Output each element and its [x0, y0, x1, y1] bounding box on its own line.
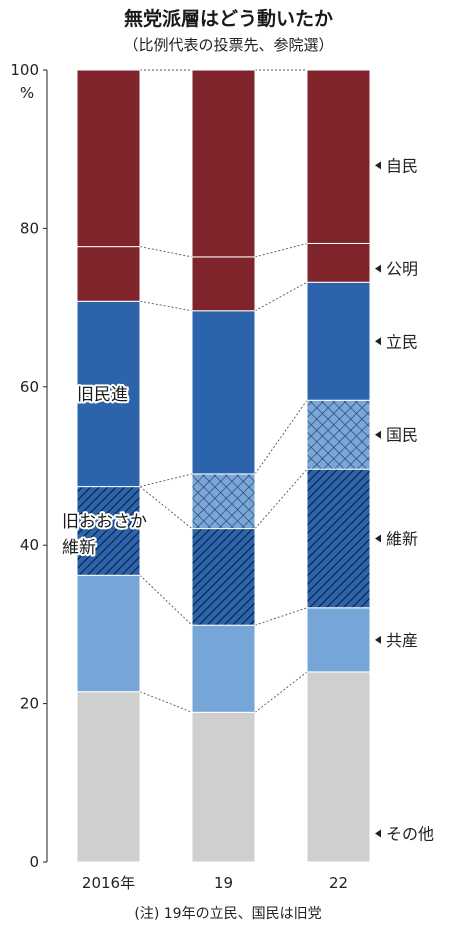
x-category-label: 22 [329, 874, 348, 892]
y-tick-label: 0 [29, 853, 39, 871]
connector-line [254, 607, 308, 626]
bar-segment-自民-2 [306, 69, 371, 244]
bar-segment-その他-0 [76, 691, 141, 863]
annotation-label: 旧民進 [77, 385, 128, 405]
bar-segment-立民-1 [191, 310, 256, 475]
bar-segment-その他-2 [306, 671, 371, 863]
bar-segment-その他-1 [191, 711, 256, 863]
connector-line [139, 473, 193, 488]
connector-line [139, 691, 193, 713]
connector-line [254, 468, 308, 529]
y-tick-label: 100 [10, 61, 39, 79]
connector-line [139, 300, 193, 312]
bar-segment-維新-2 [306, 468, 371, 609]
annotation-label-line: 維新 [62, 538, 96, 558]
legend-item-その他: その他 [375, 824, 434, 843]
legend-item-自民: 自民 [375, 156, 418, 175]
bar-segment-国民-1 [191, 473, 256, 530]
bar-segment-公明-2 [306, 242, 371, 283]
bar-segment-立民-2 [306, 281, 371, 401]
legend-item-維新: 維新 [375, 529, 418, 548]
legend-arrow-icon [375, 430, 381, 439]
legend-arrow-icon [375, 264, 381, 273]
legend-item-共産: 共産 [375, 631, 418, 650]
connector-line [254, 671, 308, 713]
connector-lines [139, 69, 308, 713]
y-tick-label: 60 [20, 378, 39, 396]
y-tick-label: 20 [20, 695, 39, 713]
y-tick-label: 40 [20, 536, 39, 554]
legend: その他 共産 維新 国民 立民 公明 自民 [375, 156, 434, 843]
connector-line [139, 246, 193, 258]
connector-line [139, 486, 193, 529]
x-category-label: 2016年 [82, 874, 135, 892]
y-axis: 0 20 40 60 80 100% [10, 61, 48, 871]
y-unit-label: % [20, 84, 34, 102]
bar-segment-共産-1 [191, 624, 256, 713]
connector-line [254, 281, 308, 312]
bar-segment-維新-1 [191, 528, 256, 626]
bars [76, 69, 371, 863]
x-category-label: 19 [214, 874, 233, 892]
bar-segment-公明-0 [76, 246, 141, 302]
connector-line [254, 243, 308, 258]
bar-segment-自民-0 [76, 69, 141, 248]
legend-label: 維新 [386, 529, 418, 548]
legend-item-国民: 国民 [375, 426, 418, 445]
connector-line [254, 400, 308, 475]
legend-arrow-icon [375, 635, 381, 644]
legend-arrow-icon [375, 161, 381, 170]
bar-segment-共産-0 [76, 574, 141, 693]
legend-arrow-icon [375, 829, 381, 838]
y-tick-label: 80 [20, 219, 39, 237]
bar-segment-共産-2 [306, 607, 371, 673]
legend-label: 共産 [386, 631, 418, 650]
connector-line [139, 574, 193, 626]
legend-label: 自民 [386, 156, 418, 175]
bar-segment-国民-2 [306, 399, 371, 470]
annotation-label-line: 旧おおさか [62, 512, 147, 532]
legend-label: 国民 [386, 426, 418, 445]
legend-label: その他 [386, 824, 434, 843]
legend-item-公明: 公明 [375, 260, 418, 279]
bar-segment-公明-1 [191, 256, 256, 312]
legend-item-立民: 立民 [375, 332, 418, 351]
chart-note: (注) 19年の立民、国民は旧党 [134, 906, 321, 922]
category-labels: 2016年 19 22 [82, 874, 348, 892]
legend-label: 立民 [386, 332, 418, 351]
legend-label: 公明 [386, 260, 418, 279]
chart-subtitle: （比例代表の投票先、参院選） [123, 36, 334, 54]
legend-arrow-icon [375, 337, 381, 346]
bar-segment-自民-1 [191, 69, 256, 258]
chart-title: 無党派層はどう動いたか [123, 8, 333, 30]
legend-arrow-icon [375, 534, 381, 543]
bar-segment-立民-0 [76, 300, 141, 488]
